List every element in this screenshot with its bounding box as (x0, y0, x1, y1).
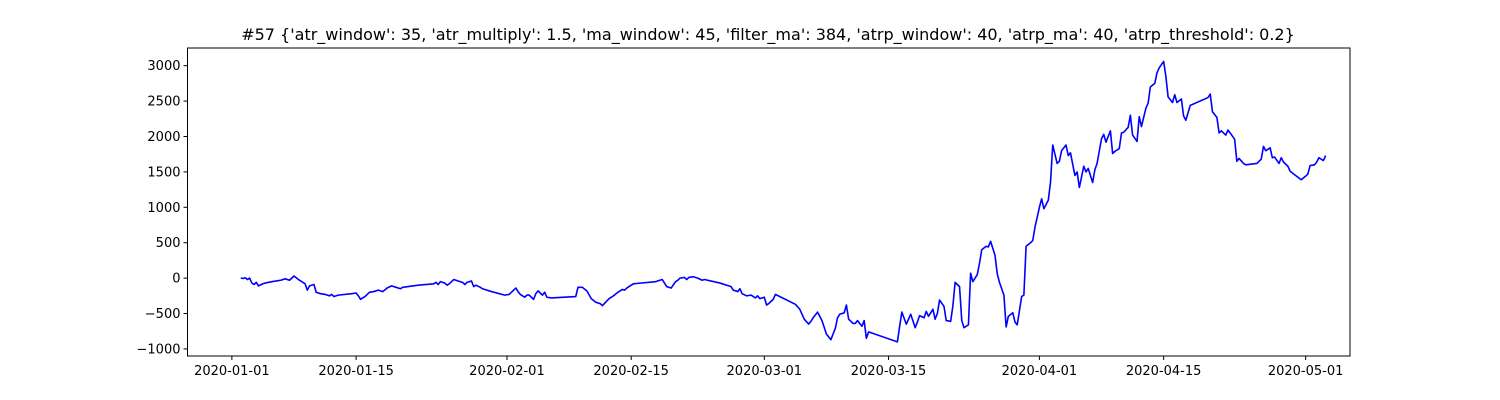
x-tick-label: 2020-01-15 (318, 364, 394, 379)
y-tick-label: 2500 (147, 95, 180, 110)
y-tick-label: −500 (145, 307, 181, 322)
x-tick-label: 2020-02-01 (469, 364, 545, 379)
x-tick-label: 2020-05-01 (1268, 364, 1344, 379)
plot-area (240, 60, 1327, 343)
x-tick-label: 2020-04-15 (1126, 364, 1202, 379)
y-tick-label: 3000 (147, 59, 180, 74)
y-tick-label: 0 (172, 272, 180, 287)
axes: −1000 −500 0 500 1000 1500 2000 2500 3000 2020-01… (137, 59, 1344, 379)
chart-title: #57 {'atr_window': 35, 'atr_multiply': 1… (241, 25, 1295, 45)
series-line-0 (240, 60, 1327, 343)
x-tick-label: 2020-02-15 (593, 364, 669, 379)
y-tick-label: 2000 (147, 130, 180, 145)
x-tick-label: 2020-01-01 (194, 364, 270, 379)
x-tick-label: 2020-03-01 (727, 364, 803, 379)
x-tick-label: 2020-03-15 (851, 364, 927, 379)
y-tick-label: 1500 (147, 165, 180, 180)
x-tick-label: 2020-04-01 (1002, 364, 1078, 379)
y-tick-label: −1000 (137, 342, 181, 357)
y-tick-label: 500 (156, 236, 181, 251)
y-tick-label: 1000 (147, 201, 180, 216)
plot-frame (187, 47, 1351, 357)
